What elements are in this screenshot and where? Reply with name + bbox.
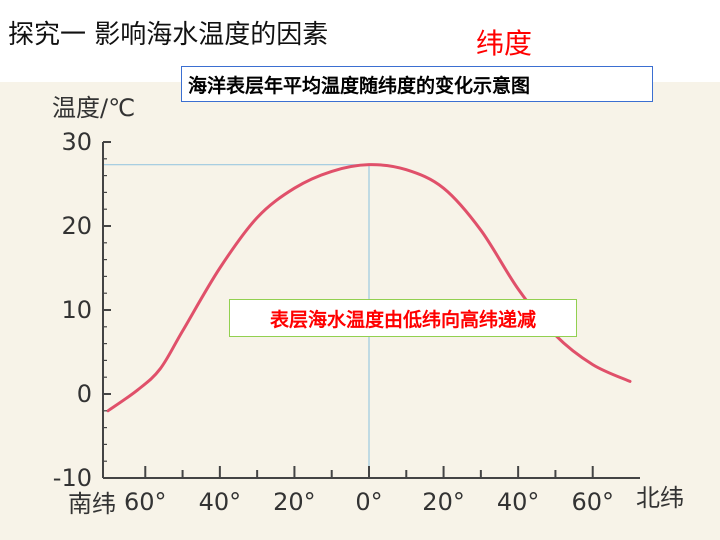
y-tick-label: -10 — [53, 464, 92, 492]
y-tick-label: 20 — [61, 212, 92, 240]
x-tick-label: 0° — [355, 488, 382, 516]
x-tick-label: 40° — [199, 488, 242, 516]
y-axis-label: 温度/℃ — [52, 94, 135, 122]
north-latitude-label: 北纬 — [636, 484, 684, 512]
trend-annotation: 表层海水温度由低纬向高纬递减 — [229, 299, 577, 337]
x-tick-label: 60° — [571, 488, 614, 516]
y-tick-label: 30 — [61, 128, 92, 156]
x-tick-label: 60° — [124, 488, 167, 516]
x-tick-label: 40° — [497, 488, 540, 516]
x-tick-label: 20° — [422, 488, 465, 516]
chart-title: 海洋表层年平均温度随纬度的变化示意图 — [181, 66, 653, 102]
slide-title: 探究一 影响海水温度的因素 — [8, 20, 329, 50]
y-tick-label: 0 — [77, 380, 92, 408]
x-tick-label: 20° — [273, 488, 316, 516]
south-latitude-label: 南纬 — [68, 490, 116, 518]
y-tick-label: 10 — [61, 296, 92, 324]
topic-label: 纬度 — [476, 27, 533, 60]
